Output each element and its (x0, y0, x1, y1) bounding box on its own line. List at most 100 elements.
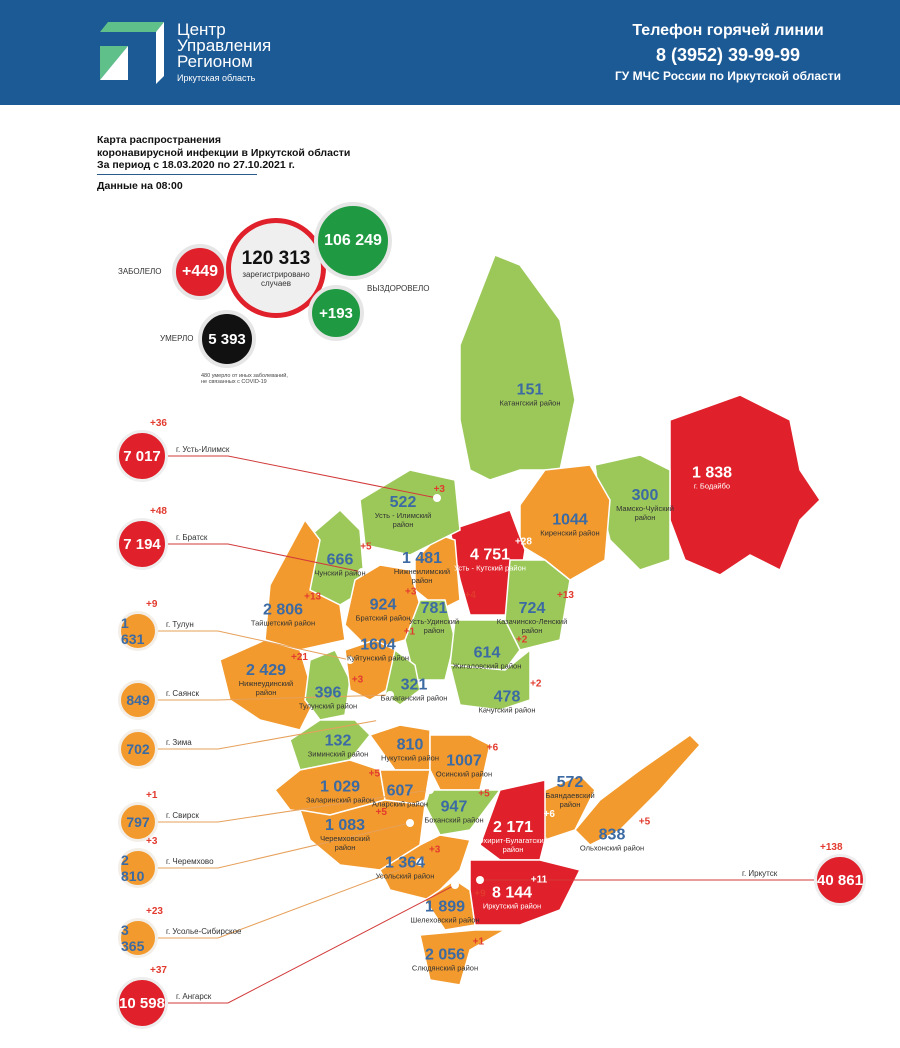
district-label: 781 Усть-Удинский район +4 (398, 590, 476, 635)
city-delta: +36 (150, 418, 167, 429)
leader-line (158, 861, 421, 939)
data-time: Данные на 08:00 (97, 180, 183, 192)
district-count: 614 (473, 644, 501, 662)
district-area[interactable] (669, 394, 821, 576)
district-delta: +1 (403, 626, 416, 638)
leader-line (168, 543, 363, 573)
district-area[interactable] (379, 834, 471, 901)
district-count: 2 056 (424, 946, 466, 964)
district-name: Жигаловский район (452, 661, 522, 671)
district-label: 2 171 Эхирит-Булагатский район +6 (477, 809, 555, 854)
city-count: 7 017 (116, 430, 168, 482)
district-name: Киренский район (540, 528, 600, 538)
district-name: Аларский район (371, 799, 429, 809)
district-area[interactable] (469, 859, 582, 926)
district-area[interactable] (384, 648, 421, 706)
district-label: 572 Баяндаевский район (534, 774, 606, 810)
district-name: Нижнеудинский район (238, 679, 294, 697)
city-count: 702 (118, 729, 158, 769)
district-count: 2 429 (245, 662, 287, 679)
district-count: 1007 (446, 752, 482, 770)
recovered-total: 106 249 (324, 232, 382, 249)
district-name: Зиминский район (307, 749, 369, 759)
district-count: 1 083 (324, 817, 366, 834)
district-name: Куйтунский район (346, 653, 410, 663)
district-label: 321 Балаганский район (380, 677, 448, 703)
died-circle: 5 393 (198, 310, 256, 368)
city-delta: +1 (146, 790, 158, 801)
district-count: 300 (631, 487, 659, 504)
hotline-title: Телефон горячей линии (632, 22, 824, 39)
city-count: 10 598 (116, 977, 168, 1029)
city-name: г. Иркутск (742, 869, 778, 878)
logo-icon (100, 22, 164, 84)
hotline: Телефон горячей линии 8 (3952) 39-99-99 … (578, 22, 878, 83)
title-line: коронавирусной инфекции в Иркутской обла… (97, 146, 351, 159)
recovered-delta-circle: +193 (308, 285, 364, 341)
city-dot (433, 494, 441, 502)
recovered-circle: 106 249 (314, 202, 392, 280)
logo-line: Управления (177, 36, 272, 55)
district-area[interactable] (459, 254, 576, 481)
district-label: 1 481 Нижнеилимский район (386, 551, 458, 586)
city-count: 40 861 (814, 854, 866, 906)
district-count: 607 (386, 782, 414, 800)
city-name: г. Усть-Илимск (176, 445, 230, 454)
district-label: 1 029 Заларинский район +5 (306, 769, 380, 805)
city-count: 3 365 (118, 918, 158, 958)
district-area[interactable] (573, 734, 702, 846)
district-count: 810 (396, 736, 424, 754)
city-delta: +23 (146, 906, 163, 917)
district-name: Качугский район (478, 705, 536, 715)
registered-total: 120 313 (241, 248, 311, 269)
district-area[interactable] (519, 464, 611, 581)
logo-line: Центр (177, 20, 226, 39)
died-label: УМЕРЛО (160, 334, 194, 343)
district-name: Балаганский район (380, 693, 448, 703)
district-label: 2 429 Нижнеудинский район +21 (230, 652, 308, 697)
leader-line (158, 630, 351, 661)
district-area[interactable] (219, 639, 316, 731)
leader-line (168, 884, 456, 1004)
district-name: Мамско-Чуйский район (616, 504, 674, 522)
district-delta: +13 (557, 590, 574, 601)
district-count: 1044 (552, 511, 588, 529)
district-delta: +6 (486, 742, 499, 754)
district-area[interactable] (419, 929, 508, 986)
district-area[interactable] (404, 599, 456, 681)
district-label: 666 Чунский район +5 (314, 542, 371, 578)
district-delta: +28 (514, 536, 532, 548)
city-name: г. Свирск (166, 811, 199, 820)
page-title: Карта распространения коронавирусной инф… (97, 134, 350, 172)
district-count: 572 (556, 774, 584, 791)
district-count: 781 (420, 600, 448, 617)
district-label: 607 Аларский район (371, 782, 429, 809)
district-label: 396 Тулунский район +3 (299, 675, 363, 711)
district-count: 1 029 (319, 778, 361, 796)
district-delta: +1 (472, 936, 485, 948)
logo-line: Регионом (177, 52, 253, 71)
district-count: 1 364 (384, 854, 426, 872)
district-area[interactable] (359, 469, 461, 556)
title-line: Карта распространения (97, 134, 222, 146)
divider (97, 174, 257, 175)
district-delta: +2 (530, 678, 542, 690)
district-area[interactable] (304, 649, 351, 721)
logo-subtitle: Иркутская область (177, 73, 256, 83)
city-name: г. Тулун (166, 620, 194, 629)
district-delta: +3 (433, 484, 445, 495)
district-label: 4 751 Усть - Кутский район +28 (454, 537, 532, 573)
city-delta: +3 (146, 836, 158, 847)
district-label: 1044 Киренский район (540, 511, 600, 538)
district-name: Ольхонский район (579, 843, 645, 853)
district-name: Усольский район (375, 871, 435, 881)
district-delta: +11 (530, 874, 548, 886)
died-note: 480 умерло от иных заболеваний, не связа… (201, 373, 288, 385)
city-dot (426, 786, 434, 794)
district-name: Иркутский район (482, 901, 542, 911)
district-label: 947 Боханский район +5 (424, 789, 489, 825)
hotline-phone: 8 (3952) 39-99-99 (655, 45, 801, 65)
city-dot (476, 876, 484, 884)
district-area[interactable] (449, 648, 531, 711)
leader-line (168, 455, 438, 499)
